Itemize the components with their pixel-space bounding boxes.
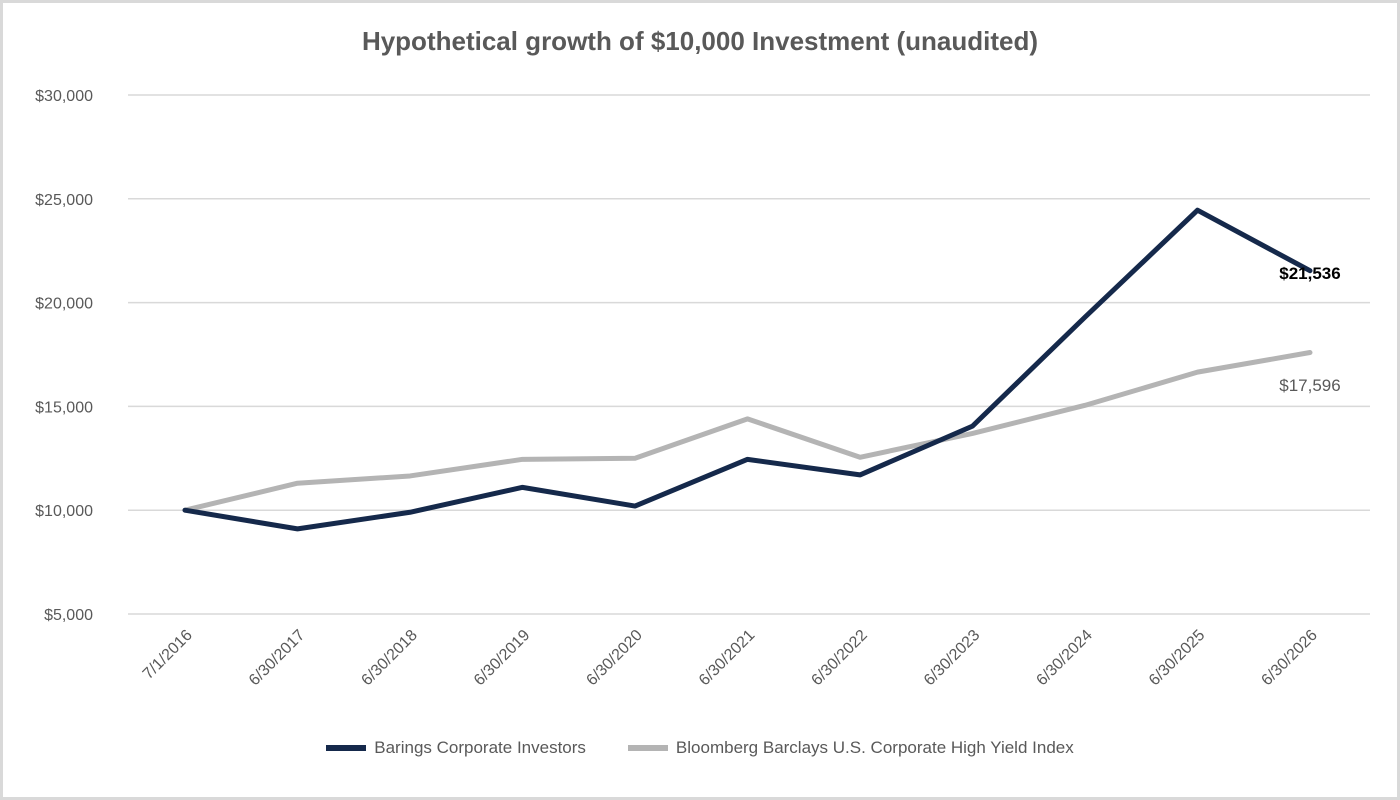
y-tick-label: $20,000: [35, 296, 93, 313]
y-tick-label: $10,000: [35, 503, 93, 520]
x-tick-label: 6/30/2021: [696, 627, 758, 689]
x-axis-ticks: 7/1/2016 6/30/2017 6/30/2018 6/30/2019 6/30/…: [140, 627, 1321, 689]
end-label-barings: $21,536: [1279, 264, 1340, 283]
x-tick-label: 6/30/2023: [921, 627, 983, 689]
legend-item-bloomberg: Bloomberg Barclays U.S. Corporate High Y…: [627, 738, 1074, 758]
y-tick-label: $5,000: [44, 607, 93, 624]
series-line-barings: [182, 207, 1313, 532]
x-tick-label: 6/30/2026: [1258, 627, 1320, 689]
y-tick-label: $15,000: [35, 399, 93, 416]
x-tick-label: 7/1/2016: [140, 627, 196, 683]
x-tick-label: 6/30/2024: [1033, 627, 1095, 689]
legend: Barings Corporate Investors Bloomberg Ba…: [0, 738, 1400, 758]
y-tick-label: $30,000: [35, 88, 93, 105]
legend-swatch-barings: [326, 745, 367, 751]
chart-title: Hypothetical growth of $10,000 Investmen…: [361, 26, 1039, 56]
gridlines: [128, 94, 1370, 615]
legend-item-barings: Barings Corporate Investors: [326, 738, 586, 758]
x-tick-label: 6/30/2018: [358, 627, 420, 689]
x-tick-label: 6/30/2017: [246, 627, 308, 689]
legend-label-bloomberg: Bloomberg Barclays U.S. Corporate High Y…: [675, 738, 1074, 757]
x-tick-label: 6/30/2025: [1146, 627, 1208, 689]
legend-label-barings: Barings Corporate Investors: [374, 738, 586, 757]
end-value-labels: $21,536 $17,596: [1279, 264, 1340, 395]
x-tick-label: 6/30/2019: [471, 627, 533, 689]
end-label-bloomberg: $17,596: [1279, 376, 1340, 395]
x-tick-label: 6/30/2022: [808, 627, 870, 689]
series-lines: [182, 207, 1313, 532]
series-line-bloomberg: [182, 350, 1313, 513]
y-tick-label: $25,000: [35, 192, 93, 209]
legend-swatch-bloomberg: [627, 745, 668, 751]
y-axis-ticks: $5,000 $10,000 $15,000 $20,000 $25,000 $30,00…: [35, 88, 93, 624]
x-tick-label: 6/30/2020: [583, 627, 645, 689]
